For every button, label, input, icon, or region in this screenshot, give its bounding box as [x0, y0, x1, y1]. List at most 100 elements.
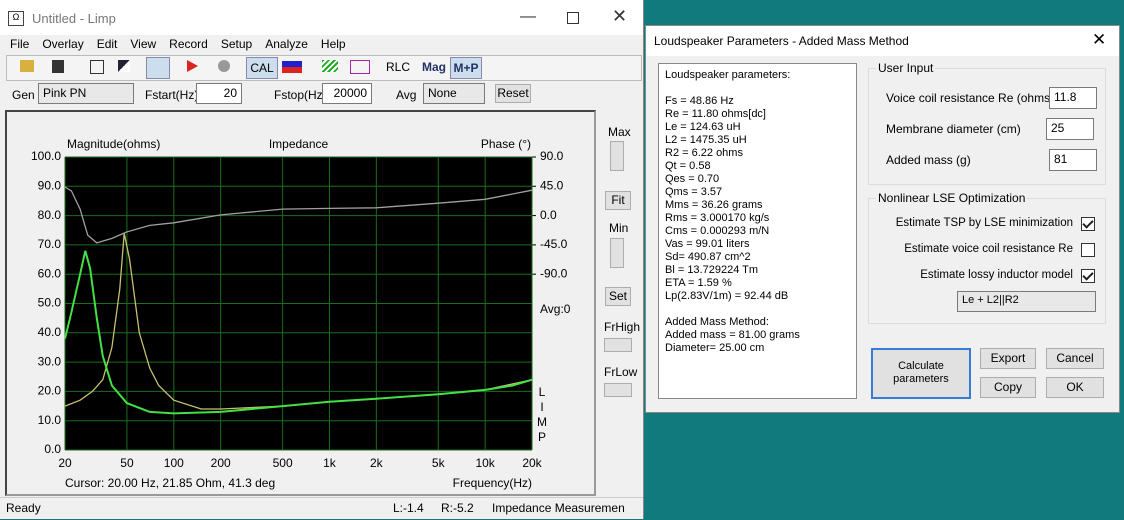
param-line: Vas = 99.01 liters — [665, 238, 750, 250]
menu-item[interactable]: Record — [169, 37, 208, 51]
cursor-readout: Cursor: 20.00 Hz, 21.85 Ohm, 41.3 deg — [65, 476, 275, 490]
mp-button[interactable]: M+P — [450, 57, 482, 79]
frhigh-label: FrHigh — [604, 320, 641, 334]
limp-window: Ω Untitled - Limp — ✕ File Overlay Edit Vie… — [0, 0, 644, 519]
x-axis-label: Frequency(Hz) — [453, 476, 532, 490]
stop-icon[interactable] — [218, 60, 230, 72]
ok-button[interactable]: OK — [1046, 377, 1104, 398]
cal-button[interactable]: CAL — [246, 57, 278, 79]
y-tick-label: 70.0 — [38, 237, 62, 251]
param-line: Mms = 36.26 grams — [665, 199, 763, 211]
max-label: Max — [608, 125, 631, 139]
results-box: Loudspeaker parameters: Fs = 48.86 Hz Re … — [658, 63, 857, 399]
y-tick-label: 100.0 — [31, 149, 61, 163]
calculate-button[interactable]: Calculate parameters — [871, 348, 971, 399]
param-line: Qms = 3.57 — [665, 186, 723, 198]
avg-label: Avg — [396, 88, 417, 102]
color-icon[interactable] — [282, 61, 302, 73]
gen-label: Gen — [12, 88, 35, 102]
lse-title: Nonlinear LSE Optimization — [876, 191, 1028, 205]
results-heading: Loudspeaker parameters: — [665, 69, 791, 81]
maximize[interactable] — [567, 12, 579, 24]
set-button[interactable]: Set — [605, 287, 631, 306]
field-input[interactable]: 25 — [1046, 118, 1094, 140]
model-select[interactable]: Le + L2||R2 — [957, 291, 1096, 312]
close[interactable]: ✕ — [612, 6, 628, 26]
mag-button[interactable]: Mag — [422, 60, 446, 74]
wave-icon[interactable] — [350, 60, 370, 74]
series-line — [64, 186, 533, 244]
x-tick-label: 500 — [273, 456, 293, 470]
user-input-group: Voice coil resistance Re (ohms) 11.8 Membr… — [868, 68, 1106, 185]
fstart-input[interactable]: 20 — [196, 83, 242, 104]
checkbox[interactable] — [1081, 269, 1095, 283]
open-icon[interactable] — [20, 60, 34, 72]
x-tick-label: 2k — [370, 456, 384, 470]
menu-item[interactable]: Analyze — [265, 37, 308, 51]
x-tick-label: 20k — [522, 456, 542, 470]
added-line: Diameter= 25.00 cm — [665, 342, 765, 354]
fstop-label: Fstop(Hz) — [274, 88, 327, 102]
option-label: Estimate voice coil resistance Re — [904, 243, 1073, 255]
min-spin[interactable] — [610, 238, 624, 268]
dialog-title-bar — [646, 26, 1119, 56]
menu-item[interactable]: Setup — [220, 37, 253, 51]
checkbox[interactable] — [1081, 243, 1095, 257]
param-line: Bl = 13.729224 Tm — [665, 264, 759, 276]
menu-item[interactable]: Edit — [96, 37, 118, 51]
frlow-spin[interactable] — [604, 383, 632, 397]
menu-item[interactable]: Help — [320, 37, 346, 51]
side-label: LIMP — [535, 385, 549, 445]
rlc-button[interactable]: RLC — [386, 60, 411, 74]
fit-button[interactable]: Fit — [605, 191, 631, 210]
copy-button[interactable]: Copy — [980, 377, 1036, 398]
menu-item[interactable]: View — [130, 37, 157, 51]
chart: 0.0 10.0 20.0 30.0 40.0 50.0 60.0 70.0 80.0 90.0 1… — [31, 137, 571, 490]
menu-item[interactable]: File — [10, 37, 30, 51]
gen-select[interactable]: Pink PN — [38, 83, 134, 104]
y2-tick-label: 45.0 — [540, 178, 564, 192]
y-tick-label: 10.0 — [38, 413, 62, 427]
y-tick-label: 80.0 — [38, 208, 62, 222]
param-line: L2 = 1475.35 uH — [665, 134, 747, 146]
dialog-close[interactable]: ✕ — [1092, 30, 1107, 49]
param-line: ETA = 1.59 % — [665, 277, 732, 289]
x-tick-label: 200 — [211, 456, 231, 470]
y2-tick-label: -90.0 — [540, 266, 568, 280]
max-spin[interactable] — [610, 141, 624, 171]
field-input[interactable]: 11.8 — [1049, 87, 1097, 109]
param-line: Re = 11.80 ohms[dc] — [665, 108, 766, 120]
copy-icon[interactable] — [90, 60, 104, 74]
menu-item[interactable]: Overlay — [42, 37, 84, 51]
cursor-icon[interactable] — [118, 60, 130, 72]
option-label: Estimate lossy inductor model — [920, 269, 1073, 281]
dialog-title: Loudspeaker Parameters - Added Mass Meth… — [654, 34, 909, 48]
pause-icon[interactable] — [146, 57, 170, 79]
frhigh-spin[interactable] — [604, 338, 632, 352]
fstop-input[interactable]: 20000 — [322, 83, 372, 104]
avg-label: Avg:0 — [540, 302, 571, 316]
y-tick-label: 90.0 — [38, 178, 62, 192]
x-tick-label: 50 — [120, 456, 134, 470]
fill-icon[interactable] — [322, 60, 338, 72]
frlow-label: FrLow — [604, 365, 638, 379]
y-tick-label: 40.0 — [38, 325, 62, 339]
minimize[interactable]: — — [520, 8, 536, 25]
avg-select[interactable]: None — [423, 83, 485, 104]
param-line: Sd= 490.87 cm^2 — [665, 251, 751, 263]
cancel-button[interactable]: Cancel — [1046, 348, 1104, 369]
field-label: Added mass (g) — [886, 153, 971, 167]
x-tick-label: 20 — [58, 456, 72, 470]
field-input[interactable]: 81 — [1049, 149, 1097, 171]
app-icon: Ω — [8, 11, 24, 26]
reset-button[interactable]: Reset — [495, 84, 531, 103]
record-icon[interactable] — [187, 60, 198, 72]
x-tick-label: 1k — [323, 456, 337, 470]
checkbox[interactable] — [1081, 217, 1095, 231]
lse-group: Estimate TSP by LSE minimization Estimate… — [868, 198, 1106, 324]
param-line: Le = 124.63 uH — [665, 121, 741, 133]
added-line: Added mass = 81.00 grams — [665, 329, 800, 341]
save-icon[interactable] — [52, 60, 64, 73]
export-button[interactable]: Export — [980, 348, 1036, 369]
